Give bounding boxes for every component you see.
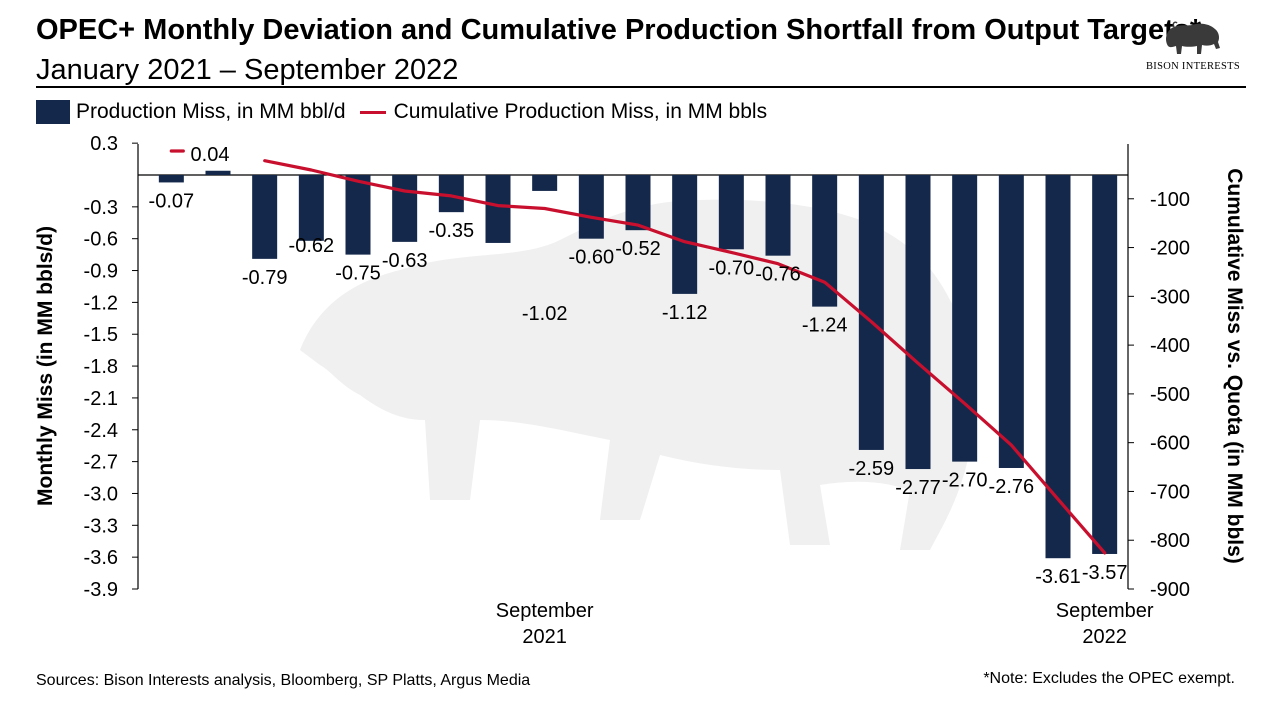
axes: 0.3 -0.3 -0.6 -0.9 -1.2 -1.5 -1.8 -2.1 -2.4 -2.7 -… xyxy=(84,133,1191,648)
bar xyxy=(345,175,371,255)
watermark-body xyxy=(300,199,975,550)
legend-item-line: Cumulative Production Miss, in MM bbls xyxy=(359,100,768,124)
bar-value-label: -0.07 xyxy=(149,190,195,212)
legend-line-label: Cumulative Production Miss, in MM bbls xyxy=(393,100,768,123)
bar-value-label: -0.35 xyxy=(429,220,475,242)
y-tick-label: 0.3 xyxy=(90,133,118,155)
bar xyxy=(858,175,884,450)
legend: Production Miss, in MM bbl/d Cumulative … xyxy=(36,98,781,126)
x-tick-label: 2022 xyxy=(1082,626,1127,648)
y2-axis-title: Cumulative Miss vs. Quota (in MM bbls) xyxy=(1223,168,1246,564)
bar-value-label: -0.75 xyxy=(335,263,381,285)
bar-value-label: -0.52 xyxy=(615,238,661,260)
legend-line-swatch xyxy=(359,110,386,114)
y2-tick-label: -900 xyxy=(1150,579,1190,601)
bar xyxy=(298,175,324,241)
bar xyxy=(952,175,978,462)
logo-text: BISON INTERESTS xyxy=(1145,61,1241,72)
y-tick-label: -2.4 xyxy=(84,420,118,442)
bar-value-label: -0.70 xyxy=(709,257,755,279)
bar xyxy=(392,175,418,242)
bar xyxy=(672,175,698,294)
y-tick-label: -0.9 xyxy=(84,261,118,283)
y2-tick-label: -100 xyxy=(1150,189,1190,211)
bar xyxy=(998,175,1024,468)
x-tick-label: 2021 xyxy=(522,626,567,648)
bar-value-label: -3.57 xyxy=(1082,562,1128,584)
bar xyxy=(1045,175,1071,559)
bar xyxy=(765,175,791,256)
bar xyxy=(205,170,231,175)
bar xyxy=(718,175,744,250)
y2-tick-label: -500 xyxy=(1150,384,1190,406)
y2-tick-label: -200 xyxy=(1150,238,1190,260)
legend-item-bars: Production Miss, in MM bbl/d xyxy=(36,100,346,124)
bar-value-label: -1.12 xyxy=(662,302,708,324)
bar-value-label: -0.76 xyxy=(755,264,801,286)
bar-value-label: -1.24 xyxy=(802,315,848,337)
chart-title-bold: OPEC+ Monthly Deviation and Cumulative P… xyxy=(36,14,1210,46)
bison-interests-logo: BISON INTERESTS xyxy=(1140,20,1246,72)
y2-tick-label: -700 xyxy=(1150,481,1190,503)
x-tick-label: September xyxy=(496,600,594,622)
y2-tick-label: -800 xyxy=(1150,530,1190,552)
y2-tick-label: -600 xyxy=(1150,433,1190,455)
exemption-note: *Note: Excludes the OPEC exempt. xyxy=(983,670,1235,687)
y-tick-label: -2.1 xyxy=(84,388,118,410)
bar-value-label: -2.76 xyxy=(989,476,1035,498)
y-tick-label: -0.6 xyxy=(84,229,118,251)
bison-watermark xyxy=(300,199,975,550)
sources-note: Sources: Bison Interests analysis, Bloom… xyxy=(36,672,531,689)
bar-value-label: -2.59 xyxy=(849,458,895,480)
bar-value-label: -3.61 xyxy=(1035,566,1081,588)
bar-series xyxy=(158,170,1118,559)
y-tick-label: -1.2 xyxy=(84,292,118,314)
y2-tick-label: -400 xyxy=(1150,335,1190,357)
bar xyxy=(578,175,604,239)
y-tick-label: -1.8 xyxy=(84,356,118,378)
bar-value-label: -1.02 xyxy=(522,303,568,325)
line-series xyxy=(169,149,1107,555)
title-divider xyxy=(36,86,1246,88)
bar-value-label: -2.77 xyxy=(895,477,941,499)
bar xyxy=(252,175,278,259)
bison-icon xyxy=(1166,21,1220,54)
y-tick-label: -0.3 xyxy=(84,197,118,219)
legend-bar-label: Production Miss, in MM bbl/d xyxy=(76,100,346,123)
chart-title-dates: January 2021 – September 2022 xyxy=(36,54,459,86)
bar-value-label: -0.79 xyxy=(242,267,288,289)
bar xyxy=(532,175,558,191)
y-axis-title: Monthly Miss (in MM bbls/d) xyxy=(34,226,57,506)
bar-value-label: -0.60 xyxy=(569,247,615,269)
bar xyxy=(1092,175,1118,554)
bar xyxy=(812,175,838,307)
bar-value-label: -0.62 xyxy=(289,235,335,257)
y-tick-label: -2.7 xyxy=(84,452,118,474)
bar-value-label: -2.70 xyxy=(942,470,988,492)
chart-title: OPEC+ Monthly Deviation and Cumulative P… xyxy=(36,10,1280,90)
bar xyxy=(905,175,931,470)
bar-value-label: 0.04 xyxy=(191,144,230,166)
bar xyxy=(158,175,184,183)
y-tick-label: -3.0 xyxy=(84,483,118,505)
legend-bar-swatch xyxy=(36,100,70,124)
y2-tick-label: -300 xyxy=(1150,286,1190,308)
y-tick-label: -3.6 xyxy=(84,547,118,569)
data-labels: -0.07 0.04 -0.79-0.62-0.75-0.63-0.35 -1.02 -… xyxy=(149,144,1128,588)
bar xyxy=(625,175,651,231)
bar-value-label: -0.63 xyxy=(382,250,428,272)
y-tick-label: -3.3 xyxy=(84,515,118,537)
x-tick-label: September xyxy=(1056,600,1154,622)
y-tick-label: -3.9 xyxy=(84,579,118,601)
bar xyxy=(485,175,511,243)
cumulative-line xyxy=(169,149,1107,555)
y-tick-label: -1.5 xyxy=(84,324,118,346)
